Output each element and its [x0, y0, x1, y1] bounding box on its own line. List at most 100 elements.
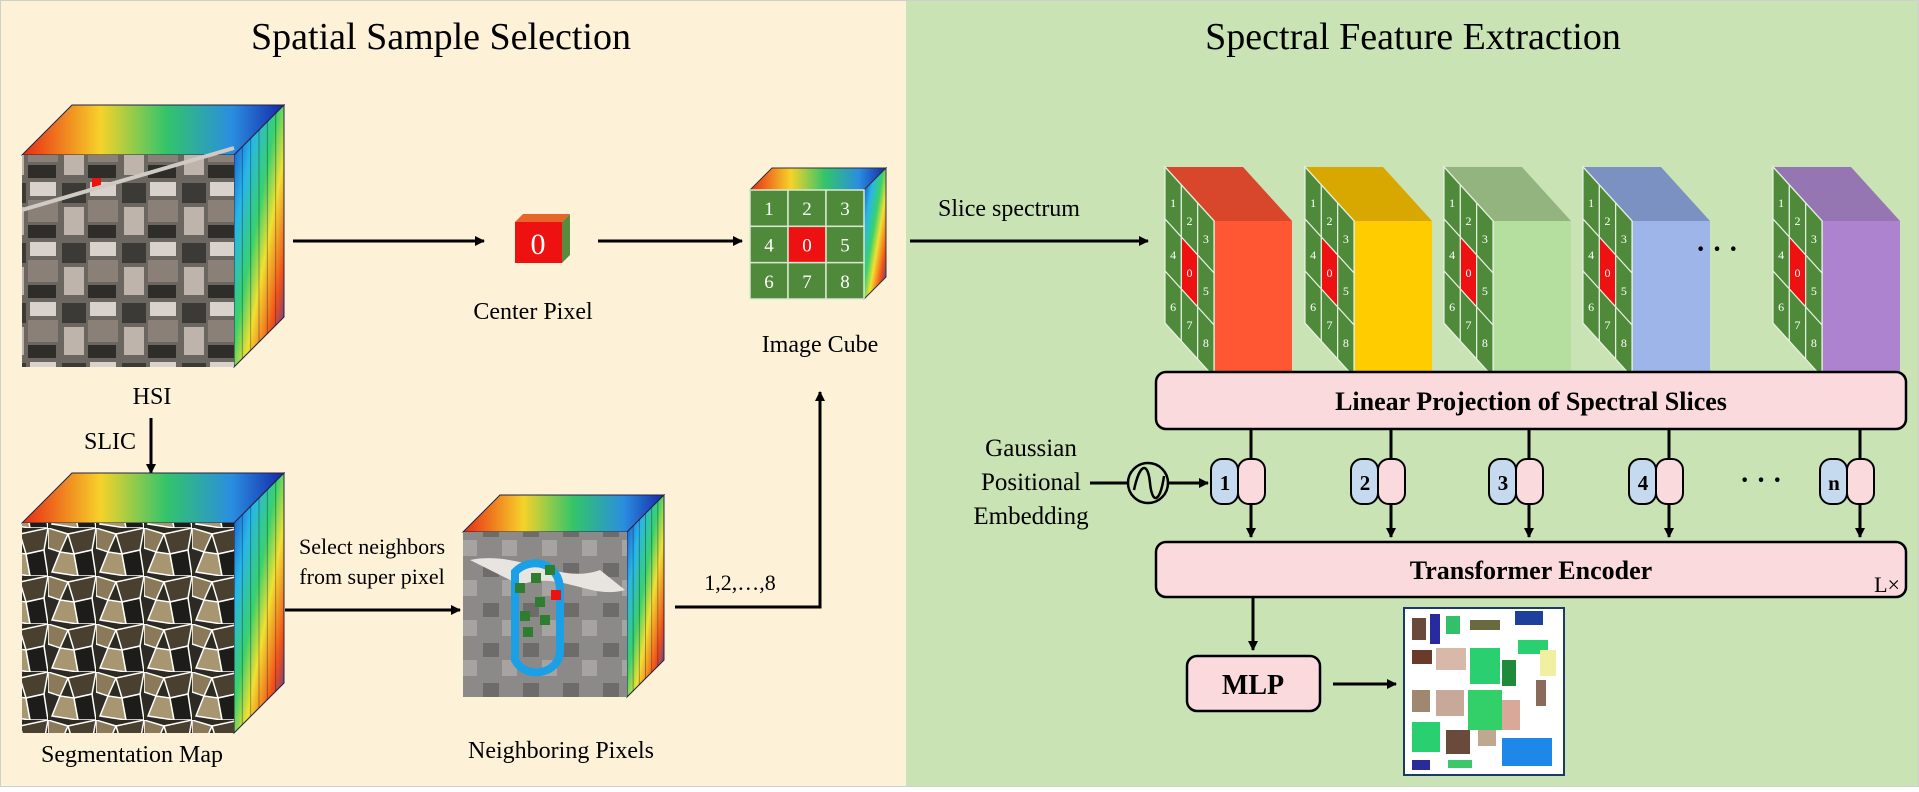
superpixel-outline	[511, 559, 564, 677]
slices-ellipsis: · · ·	[1696, 234, 1738, 265]
spectral-slice-cell-label: 5	[1621, 284, 1627, 298]
neighbor-pixel-marker	[531, 573, 541, 583]
neighbor-pixel-marker	[520, 611, 530, 621]
hsi-road	[21, 146, 235, 212]
patch-token	[1655, 458, 1684, 505]
left-panel-title: Spatial Sample Selection	[251, 16, 631, 58]
spectral-slice-cell-label: 1	[1170, 196, 1176, 210]
classification-map-region	[1540, 650, 1556, 676]
spectral-slice-cell-label: 3	[1343, 232, 1349, 246]
spectral-slice-top	[1773, 167, 1900, 221]
spectral-slice-cell-label: 3	[1203, 232, 1209, 246]
sequence-arrow	[675, 391, 825, 609]
classification-map-region	[1436, 648, 1466, 670]
spectral-slice-top	[1444, 167, 1571, 221]
spectral-slice-cell-label: 8	[1203, 336, 1209, 350]
image-cube: 1 2 3 4 0 5 6 7 8	[748, 166, 888, 301]
neighbor-center-marker	[551, 590, 561, 600]
classification-map-region	[1446, 730, 1470, 754]
spectral-slice-cell-label: 2	[1795, 214, 1801, 228]
spectral-slice-cell-label: 6	[1449, 300, 1455, 314]
image-cube-cell	[825, 225, 865, 264]
spectral-slice-cell-label: 2	[1327, 214, 1333, 228]
position-token-label: 2	[1360, 471, 1371, 495]
neighbor-pixel-marker	[523, 627, 533, 637]
hsi-cube-front	[22, 155, 234, 367]
classification-map-region	[1536, 680, 1546, 706]
gaussian-wave	[1132, 466, 1166, 500]
classification-map-region	[1430, 614, 1440, 644]
spectral-slice-cell-label: 4	[1588, 248, 1594, 262]
classification-map-region	[1412, 650, 1432, 664]
sequence-label: 1,2,…,8	[704, 570, 776, 595]
image-cube-cell-label: 6	[764, 272, 774, 293]
spectral-slice-cell-label: 2	[1466, 214, 1472, 228]
spectral-slice: 123 405 678	[1772, 165, 1900, 379]
center-pixel-value: 0	[531, 228, 546, 261]
center-pixel-top	[515, 214, 570, 222]
spectral-slice-cell-label: 5	[1811, 284, 1817, 298]
linear-projection-box	[1154, 370, 1908, 431]
spectral-slice-cell-label: 1	[1310, 196, 1316, 210]
transformer-encoder-box	[1154, 540, 1908, 599]
image-cube-cell-label: 0	[802, 236, 812, 257]
image-cube-side	[863, 166, 887, 301]
classification-map-region	[1412, 760, 1430, 770]
neighbor-pixel-marker	[545, 565, 555, 575]
spectral-slice-cell-label: 3	[1811, 232, 1817, 246]
classification-map-region	[1515, 611, 1543, 625]
classification-map-region	[1412, 618, 1426, 640]
image-cube-cell-label: 5	[840, 236, 850, 257]
token-pair: 3	[1488, 458, 1544, 505]
position-token-label: 3	[1498, 471, 1509, 495]
mlp-box	[1185, 654, 1322, 713]
spectral-slice: 123 405 678	[1443, 165, 1571, 379]
classification-map-region	[1468, 690, 1502, 730]
spectral-slice-cell-label: 6	[1778, 300, 1784, 314]
image-cube-cell	[787, 225, 827, 264]
encoder-repeat-label: L×	[1874, 572, 1900, 597]
patch-token	[1846, 458, 1875, 505]
image-cube-label: Image Cube	[762, 332, 879, 358]
classification-map-region	[1412, 690, 1430, 712]
spectral-slice-cell-label: 6	[1170, 300, 1176, 314]
spectral-slice-top	[1165, 167, 1292, 221]
spectral-slice-cell-label: 8	[1343, 336, 1349, 350]
spectral-slice-block	[1632, 221, 1710, 377]
image-cube-cell-label: 8	[840, 272, 850, 293]
classification-map-region	[1412, 722, 1440, 752]
token-pair: 2	[1350, 458, 1406, 505]
mlp-label: MLP	[1222, 670, 1284, 701]
spectral-slice-cell-label: 4	[1778, 248, 1784, 262]
spectral-slice-cell-label: 4	[1170, 248, 1176, 262]
image-cube-cell	[825, 261, 865, 300]
center-pixel-label: Center Pixel	[473, 299, 593, 325]
spectral-slice-cell-label: 5	[1482, 284, 1488, 298]
spectral-slice-block	[1822, 221, 1900, 377]
image-cube-cell-label: 2	[802, 199, 812, 220]
spectral-slice-cell-label: 3	[1482, 232, 1488, 246]
spectral-slice-top	[1583, 167, 1710, 221]
spectral-slice-cell-label: 7	[1466, 318, 1472, 332]
spectral-slice-cell-label: 0	[1466, 266, 1472, 280]
token-pair: n	[1819, 458, 1875, 505]
classification-map-region	[1470, 648, 1500, 684]
image-cube-cell-label: 3	[840, 199, 850, 220]
image-cube-cell-label: 7	[802, 272, 812, 293]
spectral-slice-cell-label: 7	[1605, 318, 1611, 332]
neighbor-pixel-marker	[535, 597, 545, 607]
select-neighbors-label-1: Select neighbors	[299, 534, 445, 559]
spectral-slice-cell-label: 0	[1327, 266, 1333, 280]
spectral-slice-cell-label: 6	[1310, 300, 1316, 314]
spectral-slice-cell-label: 8	[1811, 336, 1817, 350]
image-cube-cell	[749, 225, 789, 264]
spectral-slice-cell-label: 0	[1187, 266, 1193, 280]
spectral-slice-cell-label: 0	[1605, 266, 1611, 280]
spectral-slice-cell-label: 5	[1343, 284, 1349, 298]
spectral-slice-cell-label: 3	[1621, 232, 1627, 246]
linear-projection-label: Linear Projection of Spectral Slices	[1335, 387, 1727, 416]
spectral-slice-cell-label: 4	[1449, 248, 1455, 262]
neighboring-cube	[461, 493, 666, 699]
classification-map-region	[1478, 730, 1496, 746]
